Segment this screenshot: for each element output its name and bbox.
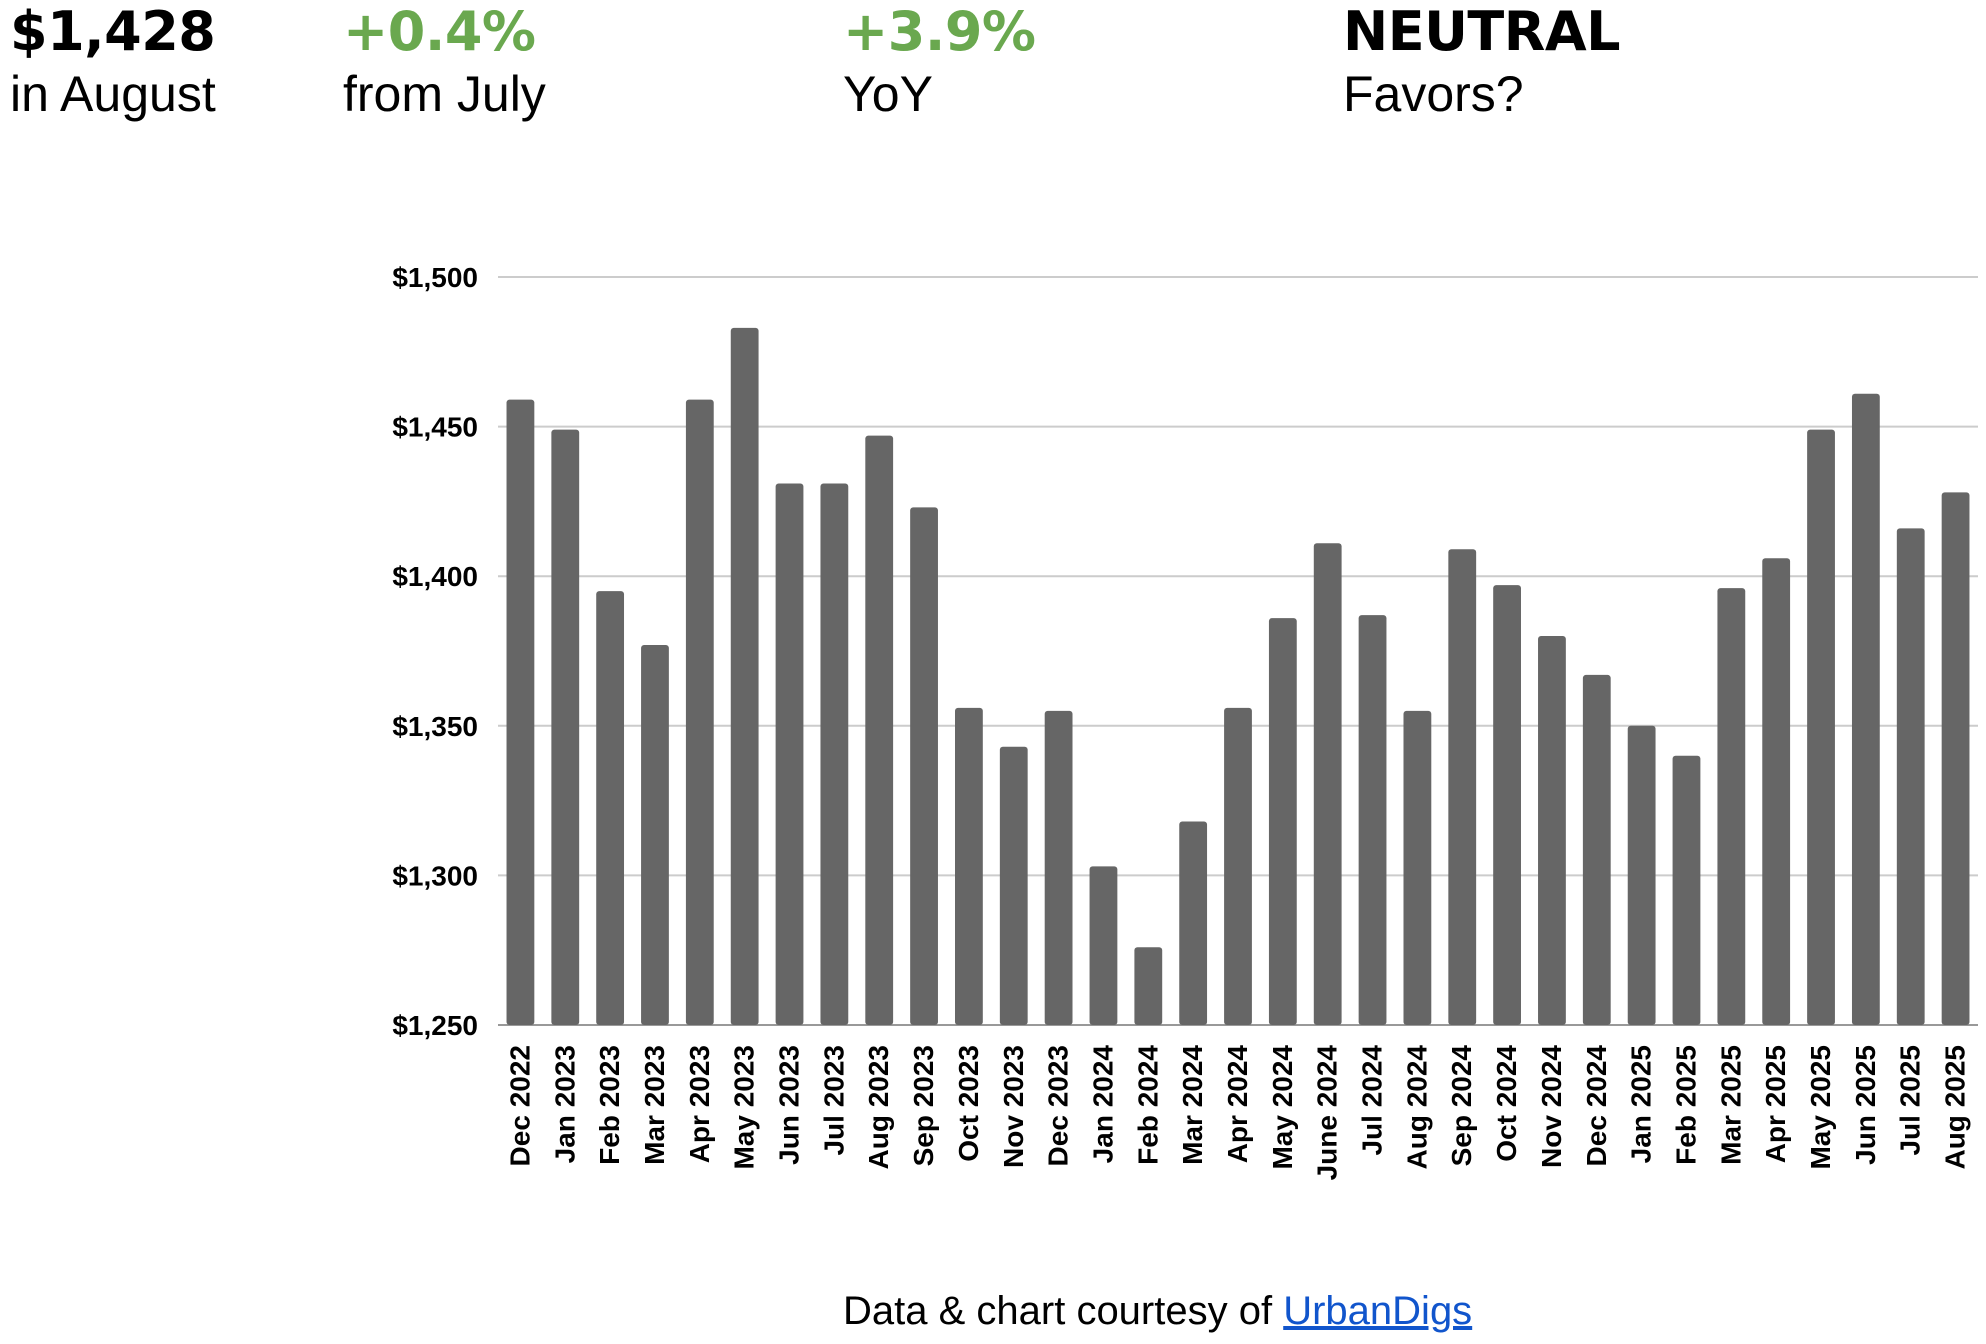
x-tick-label: Feb 2023 — [594, 1045, 625, 1165]
bar — [1493, 585, 1521, 1025]
x-tick-label: Jun 2023 — [774, 1045, 805, 1165]
x-tick-label: Apr 2024 — [1222, 1045, 1253, 1164]
bar — [551, 429, 580, 1025]
stat-price-value: $1,428 — [10, 0, 216, 63]
x-tick-label: Dec 2022 — [504, 1045, 535, 1166]
y-tick-label: $1,500 — [392, 262, 478, 293]
bar — [1313, 543, 1342, 1025]
bar — [1807, 429, 1835, 1025]
x-tick-label: Sep 2024 — [1446, 1045, 1477, 1167]
x-tick-label: Jul 2023 — [818, 1045, 849, 1156]
bar — [820, 483, 849, 1025]
x-tick-label: Jan 2024 — [1087, 1045, 1118, 1164]
bar — [506, 399, 535, 1025]
x-tick-label: Jun 2025 — [1850, 1045, 1881, 1165]
bar — [1627, 725, 1656, 1025]
x-tick-label: Oct 2023 — [953, 1045, 984, 1162]
x-tick-label: Dec 2024 — [1581, 1045, 1612, 1167]
x-tick-label: Apr 2025 — [1760, 1045, 1791, 1163]
y-tick-label: $1,450 — [392, 412, 478, 443]
stat-mom-label: from July — [343, 66, 546, 122]
bar — [865, 435, 894, 1025]
bar — [1851, 393, 1880, 1025]
stat-current-price: $1,428 in August — [10, 0, 216, 124]
x-tick-label: Mar 2023 — [639, 1045, 670, 1165]
x-tick-label: Jul 2025 — [1895, 1045, 1926, 1156]
stat-yoy-label: YoY — [843, 66, 933, 122]
y-tick-label: $1,250 — [392, 1010, 478, 1041]
bar — [1179, 821, 1208, 1025]
x-tick-label: Aug 2023 — [863, 1045, 894, 1170]
x-tick-label: May 2023 — [729, 1045, 760, 1170]
x-tick-label: Nov 2024 — [1536, 1045, 1567, 1168]
bar — [1403, 710, 1432, 1025]
x-tick-label: Feb 2024 — [1132, 1045, 1163, 1165]
bar — [1582, 674, 1611, 1025]
x-tick-label: Oct 2024 — [1491, 1045, 1522, 1162]
bar — [1224, 707, 1252, 1025]
y-tick-label: $1,400 — [392, 561, 478, 592]
bar — [1044, 710, 1073, 1025]
bar-chart: $1,250 $1,300 $1,350 $1,400 $1,450 $1,500 Dec… — [392, 262, 1978, 1181]
urbandigs-link[interactable]: UrbanDigs — [1283, 1289, 1473, 1333]
attribution-text: Data & chart courtesy of — [843, 1289, 1273, 1333]
stat-price-label: in August — [10, 66, 216, 122]
bar — [1672, 755, 1701, 1025]
x-tick-label: Jul 2024 — [1357, 1045, 1388, 1156]
bar — [1717, 588, 1746, 1025]
stat-favors: NEUTRAL Favors? — [1343, 0, 1621, 124]
x-tick-label: Sep 2023 — [908, 1045, 939, 1166]
bar — [1268, 618, 1297, 1025]
attribution: Data & chart courtesy of UrbanDigs — [843, 1286, 1472, 1336]
x-tick-label: Mar 2024 — [1177, 1045, 1208, 1165]
bar — [1134, 947, 1163, 1025]
x-tick-label: Jan 2025 — [1626, 1045, 1657, 1163]
x-tick-label: Aug 2024 — [1401, 1045, 1432, 1170]
bar — [685, 399, 714, 1025]
stat-yoy-value: +3.9% — [843, 0, 1036, 63]
x-tick-label: Mar 2025 — [1715, 1045, 1746, 1165]
stat-mom-value: +0.4% — [343, 0, 536, 63]
stat-year-over-year: +3.9% YoY — [843, 0, 1036, 124]
x-tick-label: Nov 2023 — [998, 1045, 1029, 1168]
y-axis-labels: $1,250 $1,300 $1,350 $1,400 $1,450 $1,500 — [392, 262, 478, 1041]
bar — [641, 645, 669, 1025]
y-tick-label: $1,300 — [392, 860, 478, 891]
bar — [775, 483, 804, 1025]
x-tick-label: June 2024 — [1312, 1045, 1343, 1181]
bars — [506, 327, 1970, 1025]
stat-favors-value: NEUTRAL — [1343, 0, 1621, 63]
bar — [999, 746, 1028, 1025]
x-tick-label: Feb 2025 — [1670, 1045, 1701, 1165]
bar — [1448, 549, 1477, 1025]
x-tick-label: May 2025 — [1805, 1045, 1836, 1170]
bar — [1762, 558, 1791, 1025]
x-tick-label: Aug 2025 — [1940, 1045, 1971, 1170]
bar — [730, 327, 759, 1025]
bar — [1941, 492, 1970, 1025]
bar — [1538, 636, 1566, 1025]
bar — [910, 507, 938, 1025]
stat-month-over-month: +0.4% from July — [343, 0, 546, 124]
x-tick-label: May 2024 — [1267, 1045, 1298, 1170]
x-tick-label: Dec 2023 — [1043, 1045, 1074, 1166]
x-tick-label: Apr 2023 — [684, 1045, 715, 1163]
bar — [1089, 866, 1118, 1025]
x-axis-labels: Dec 2022 Jan 2023 Feb 2023 Mar 2023 Apr 2023… — [504, 1045, 1970, 1181]
bar — [1896, 528, 1925, 1025]
x-tick-label: Jan 2023 — [549, 1045, 580, 1163]
y-tick-label: $1,350 — [392, 711, 478, 742]
bar — [596, 591, 625, 1025]
bar — [1358, 615, 1387, 1025]
stat-favors-label: Favors? — [1343, 66, 1524, 122]
bar — [955, 707, 983, 1025]
